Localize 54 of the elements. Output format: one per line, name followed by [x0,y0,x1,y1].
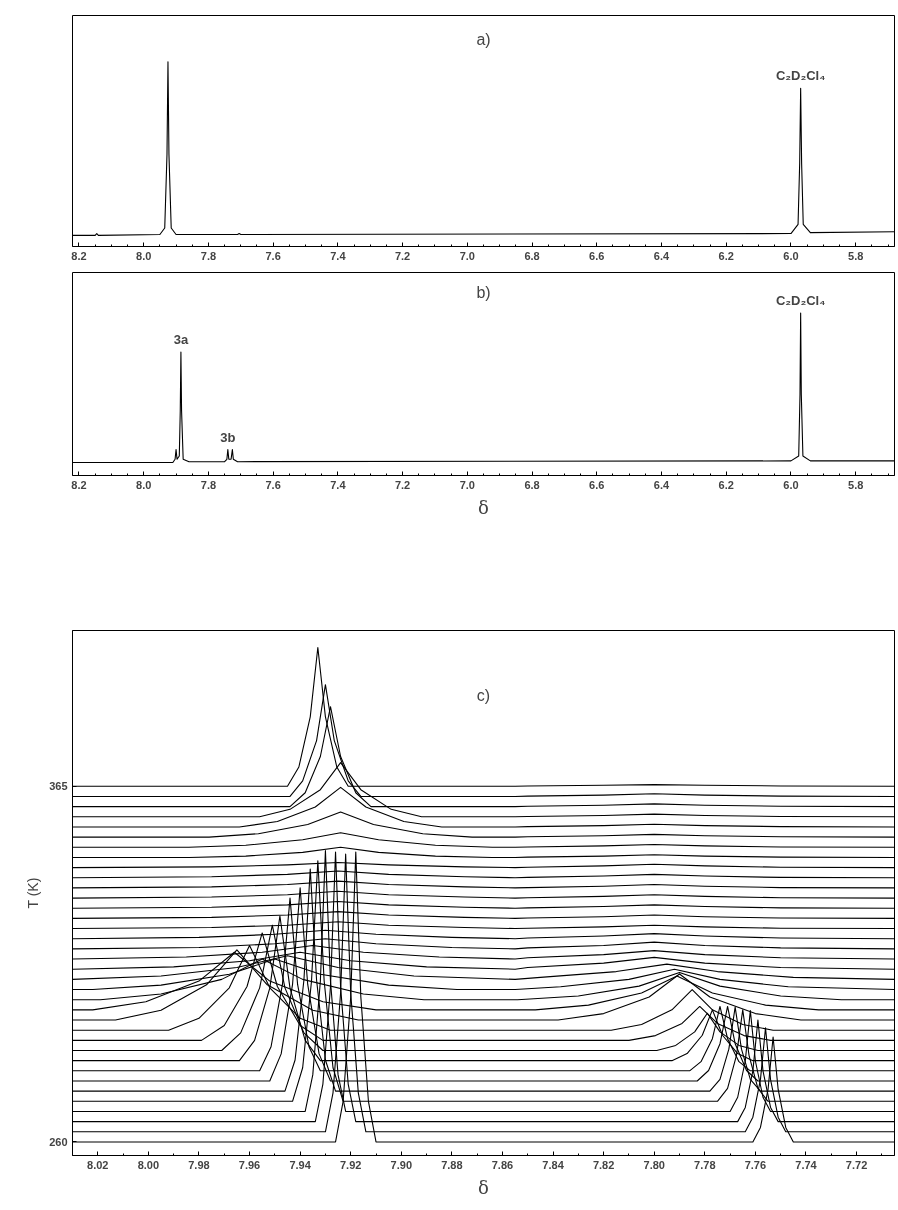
x-axis-title: δ [478,496,489,518]
annotation: C₂D₂Cl₄ [775,293,826,309]
x-tick-label: 7.0 [459,249,475,262]
x-tick-label: 8.2 [71,249,87,262]
x-tick-label: 6.6 [589,478,605,491]
x-tick-label: 7.84 [542,1158,565,1171]
x-tick-label: 6.8 [524,249,540,262]
x-tick-label: 7.4 [330,249,347,262]
x-tick-label: 7.6 [265,478,281,491]
x-tick-label: 7.2 [394,478,411,491]
y-axis-title: T (K) [25,877,42,909]
x-tick-label: 7.88 [441,1158,463,1171]
x-tick-label: 7.4 [330,478,347,491]
x-tick-label: 7.2 [394,249,411,262]
x-tick-label: 5.8 [848,249,864,262]
annotation: 3a [173,332,189,348]
x-tick-label: 7.78 [694,1158,716,1171]
x-tick-label: 8.0 [136,249,152,262]
x-tick-label: 8.00 [137,1158,160,1171]
text: a) [476,30,491,48]
y-tick-label: 365 [49,780,68,793]
x-tick-label: 6.8 [524,478,540,491]
annotation: 3b [220,429,236,445]
x-tick-label: 8.02 [87,1158,109,1171]
x-tick-label: 7.92 [340,1158,362,1171]
x-tick-label: 7.6 [265,249,281,262]
x-tick-label: 7.0 [459,478,475,491]
x-tick-label: 7.8 [200,478,217,491]
x-tick-label: 7.98 [188,1158,210,1171]
x-tick-label: 7.76 [744,1158,767,1171]
x-tick-label: 7.74 [795,1158,818,1171]
x-tick-label: 7.86 [491,1158,514,1171]
annotation: C₂D₂Cl₄ [775,68,826,84]
x-tick-label: 8.0 [136,478,152,491]
x-tick-label: 5.8 [848,478,864,491]
x-tick-label: 6.2 [718,249,734,262]
x-tick-label: 7.90 [390,1158,413,1171]
x-tick-label: 6.6 [589,249,605,262]
x-tick-label: 7.8 [200,249,217,262]
x-tick-label: 8.2 [71,478,87,491]
y-tick-label: 260 [49,1135,68,1148]
x-tick-label: 6.4 [653,478,671,491]
x-tick-label: 6.4 [653,249,671,262]
x-tick-label: 6.0 [783,249,799,262]
text: b) [476,283,491,301]
x-tick-label: 7.96 [238,1158,261,1171]
x-tick-label: 7.94 [289,1158,312,1171]
x-axis-title: δ [478,1176,489,1198]
x-tick-label: 7.80 [643,1158,665,1171]
x-tick-label: 7.72 [845,1158,868,1171]
x-tick-label: 7.82 [592,1158,615,1171]
annotation: c) [476,687,491,704]
x-tick-label: 6.0 [783,478,799,491]
x-tick-label: 6.2 [718,478,734,491]
